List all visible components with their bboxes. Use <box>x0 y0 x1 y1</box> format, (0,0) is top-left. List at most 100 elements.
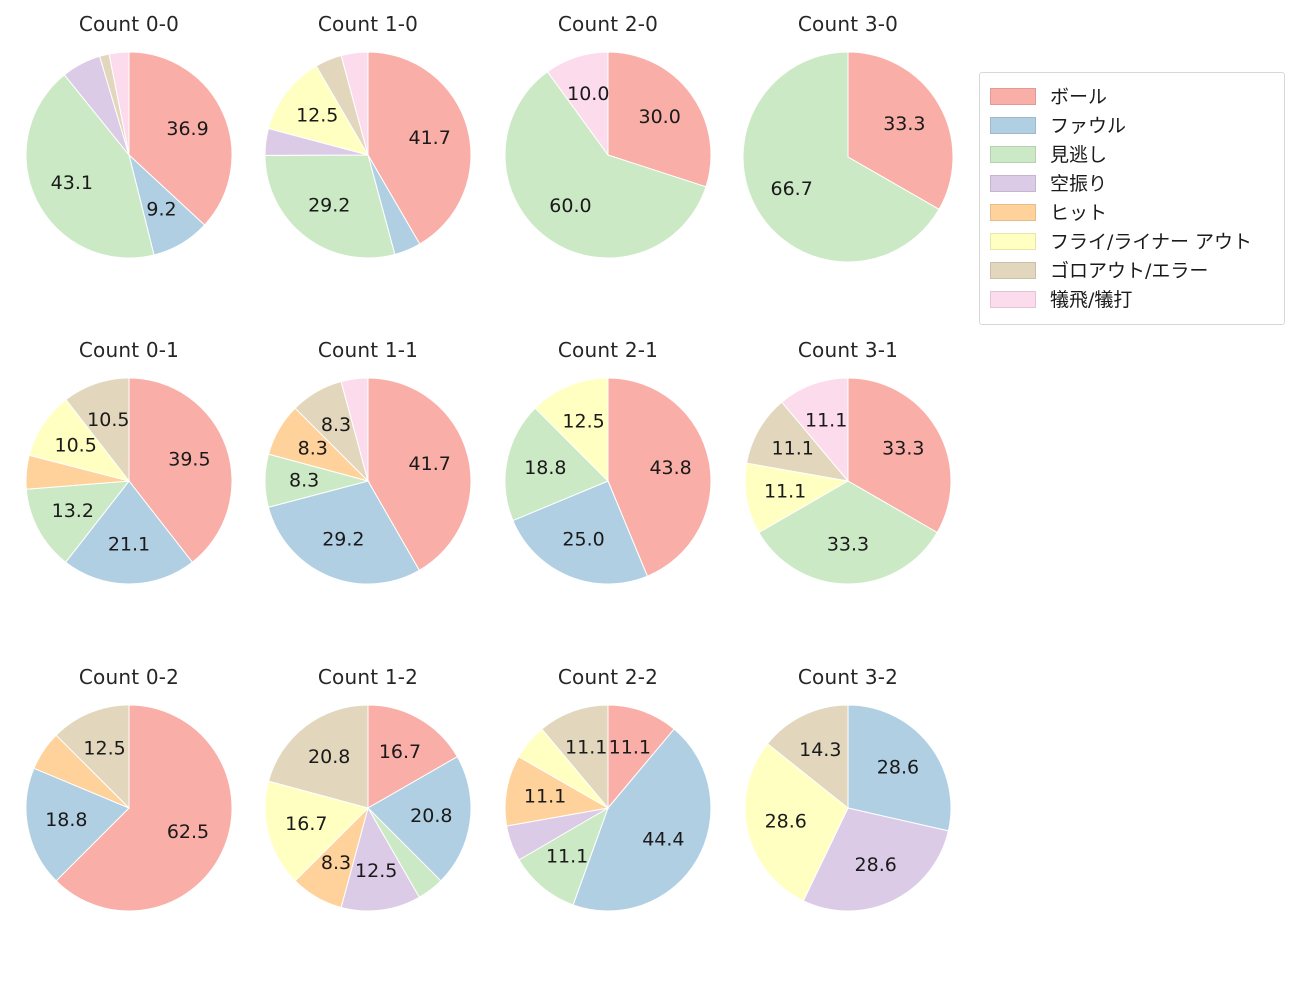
pie-slice[interactable] <box>367 377 472 571</box>
pie-slice-label: 12.5 <box>562 410 604 432</box>
pie-slice[interactable] <box>65 377 130 483</box>
pie-chart-title: Count 1-1 <box>317 338 419 362</box>
pie-slice-label: 29.2 <box>322 528 364 550</box>
pie-slice-label: 10.5 <box>87 409 129 431</box>
pie-slice[interactable] <box>541 704 609 810</box>
pie-slice-label: 20.8 <box>410 805 452 827</box>
pie-slice-label: 62.5 <box>167 821 209 843</box>
pie-slice[interactable] <box>744 462 850 534</box>
pie-slice-label: 16.7 <box>285 813 327 835</box>
pie-slice[interactable] <box>504 70 707 259</box>
pie-chart-cell: Count 0-2 62.5 18.8 12.5 <box>9 665 249 955</box>
pie-slice-label: 25.0 <box>562 529 604 551</box>
pie-slice-label: 36.9 <box>166 118 208 140</box>
pie-slice[interactable] <box>766 704 849 810</box>
pie-slice-label: 43.8 <box>649 457 691 479</box>
pie-slice-label: 29.2 <box>308 194 350 216</box>
pie-chart-canvas: 33.3 66.7 <box>728 48 968 266</box>
pie-chart-title: Count 1-0 <box>317 12 419 36</box>
legend-label: ファウル <box>1050 114 1127 137</box>
pitch-result-legend: ボールファウル見逃し 空振りヒットフライ/ライナー アウト ゴロアウト/エラー犠飛/… <box>979 72 1285 325</box>
pie-slice[interactable] <box>340 806 420 912</box>
legend-color-swatch <box>990 204 1036 221</box>
legend-item[interactable]: ファウル <box>990 111 1272 140</box>
pie-chart-cell: Count 2-1 43.8 25.0 18.8 12.5 <box>488 338 728 628</box>
legend-color-swatch <box>990 146 1036 163</box>
pie-slice[interactable] <box>367 756 472 882</box>
legend-item[interactable]: ゴロアウト/エラー <box>990 256 1272 285</box>
pie-slice[interactable] <box>340 51 369 156</box>
pie-slice[interactable] <box>340 377 369 482</box>
legend-item[interactable]: 犠飛/犠打 <box>990 285 1272 314</box>
pie-chart-canvas: 30.0 60.0 10.0 <box>488 48 728 262</box>
pie-chart-cell: Count 1-1 41.7 29.2 8.3 8.3 8.3 <box>248 338 488 628</box>
pie-slice[interactable] <box>504 756 610 827</box>
pie-slice[interactable] <box>25 480 131 563</box>
legend-item[interactable]: 見逃し <box>990 140 1272 169</box>
pie-slice[interactable] <box>847 51 954 210</box>
pie-slice[interactable] <box>128 51 233 226</box>
legend-item[interactable]: フライ/ライナー アウト <box>990 227 1272 256</box>
pie-slice[interactable] <box>572 728 712 912</box>
pie-chart-cell: Count 1-0 41.7 29.2 12.5 <box>248 12 488 302</box>
pie-slice[interactable] <box>745 401 850 482</box>
pie-slice-label: 11.1 <box>546 846 588 868</box>
pie-slice[interactable] <box>781 377 849 483</box>
pie-slice[interactable] <box>802 807 950 912</box>
pie-chart-canvas: 41.7 29.2 12.5 <box>248 48 488 262</box>
pie-slice-label: 20.8 <box>308 746 350 768</box>
pie-chart-title: Count 3-1 <box>797 338 899 362</box>
pie-slice[interactable] <box>744 743 849 902</box>
pie-chart-title: Count 3-2 <box>797 665 899 689</box>
legend-item[interactable]: 空振り <box>990 169 1272 198</box>
pie-slice[interactable] <box>504 407 609 522</box>
legend-item[interactable]: ボール <box>990 82 1272 111</box>
pie-slice[interactable] <box>28 398 131 482</box>
pie-slice[interactable] <box>55 704 130 810</box>
pie-slice[interactable] <box>267 65 370 156</box>
pie-slice[interactable] <box>128 377 233 563</box>
pie-slice-label: 33.3 <box>883 113 925 135</box>
pie-slice[interactable] <box>742 51 940 263</box>
pie-slice-label: 33.3 <box>882 438 924 460</box>
pie-slice[interactable] <box>367 704 458 809</box>
pie-chart-title: Count 0-2 <box>78 665 180 689</box>
pie-slice[interactable] <box>55 704 233 912</box>
pie-slice[interactable] <box>367 51 472 245</box>
pie-chart-canvas: 62.5 18.8 12.5 <box>9 701 249 915</box>
pie-chart-cell: Count 2-0 30.0 60.0 10.0 <box>488 12 728 302</box>
pie-slice-label: 12.5 <box>355 860 397 882</box>
pie-slice[interactable] <box>847 704 952 832</box>
pie-slice[interactable] <box>267 480 420 585</box>
pie-slice-label: 16.7 <box>379 741 421 763</box>
pie-slice-label: 28.6 <box>855 854 897 876</box>
pie-slice[interactable] <box>518 806 609 906</box>
legend-label: ヒット <box>1050 201 1108 224</box>
pie-slice[interactable] <box>108 51 130 156</box>
pie-slice[interactable] <box>264 154 396 259</box>
pie-slice-label: 11.1 <box>764 481 806 503</box>
pie-slice[interactable] <box>607 377 712 577</box>
legend-item[interactable]: ヒット <box>990 198 1272 227</box>
pie-slice[interactable] <box>607 704 675 810</box>
pie-slice[interactable] <box>534 377 609 483</box>
pie-slice-label: 30.0 <box>639 106 681 128</box>
pie-slice[interactable] <box>25 74 155 259</box>
pie-slice[interactable] <box>546 51 609 157</box>
pie-slice-label: 21.1 <box>108 533 150 555</box>
pie-slice[interactable] <box>847 377 952 534</box>
legend-color-swatch <box>990 233 1036 250</box>
pie-slice[interactable] <box>64 480 194 585</box>
pie-slice[interactable] <box>607 51 712 188</box>
pie-slice-label: 33.3 <box>827 533 869 555</box>
legend-label: フライ/ライナー アウト <box>1050 230 1253 253</box>
pie-slice-label: 10.0 <box>567 83 609 105</box>
pie-chart-cell: Count 1-2 16.7 20.8 12.5 8.3 16.7 20.8 <box>248 665 488 955</box>
pie-slice[interactable] <box>25 767 130 882</box>
pie-slice-label: 11.1 <box>524 786 566 808</box>
pie-slice[interactable] <box>264 780 369 882</box>
pie-slice[interactable] <box>267 704 369 809</box>
pie-slice-label: 10.5 <box>55 434 97 456</box>
pie-chart-title: Count 2-0 <box>557 12 659 36</box>
legend-label: ゴロアウト/エラー <box>1050 259 1209 282</box>
